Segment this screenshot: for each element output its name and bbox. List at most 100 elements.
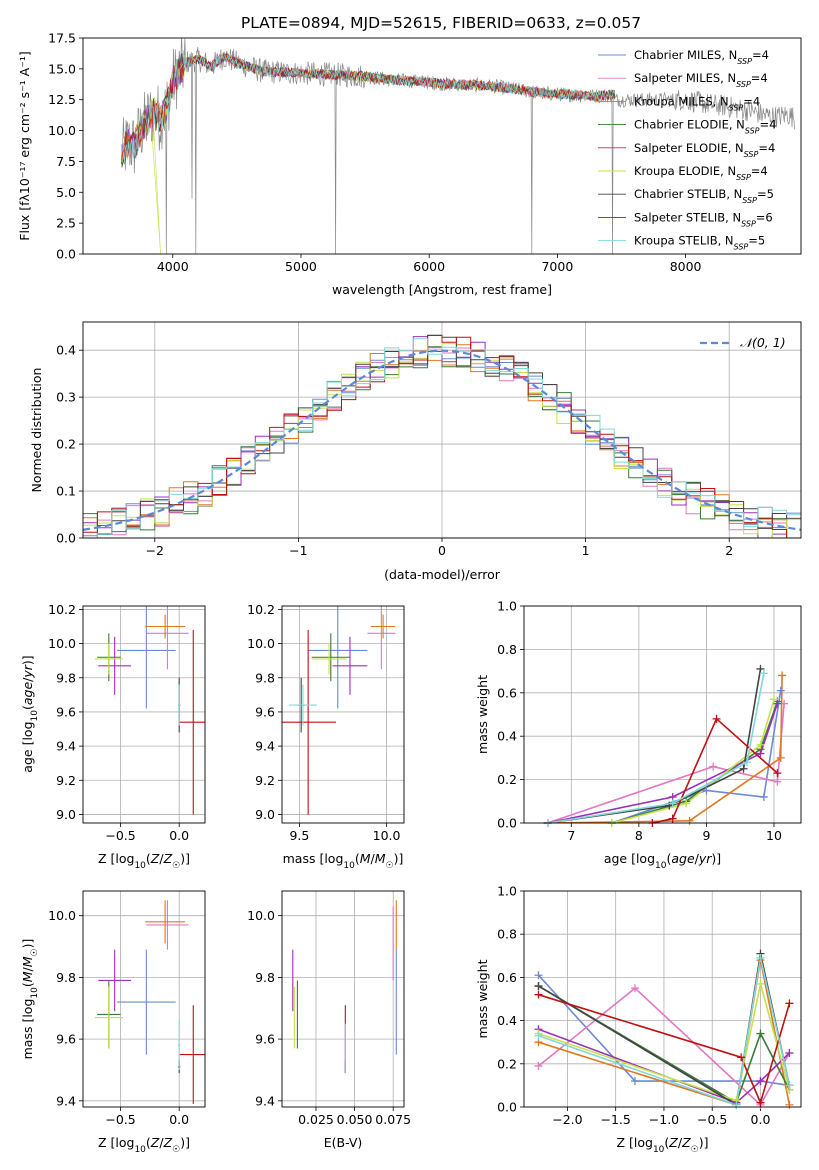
plot-area xyxy=(537,953,791,1107)
x-tick-label: 2 xyxy=(725,543,733,558)
y-tick-label: 17.5 xyxy=(48,31,76,46)
label-part: 10 xyxy=(134,1145,146,1155)
axes-frame xyxy=(281,605,405,824)
x-axis-label: wavelength [Angstrom, rest frame] xyxy=(332,282,552,297)
y-tick-label: 10.0 xyxy=(247,908,275,923)
label-part: 10 xyxy=(343,861,355,871)
x-tick-label: 9 xyxy=(702,828,710,843)
label-part: ( xyxy=(664,1135,669,1150)
y-axis-label: mass [log10(M/M☉)] xyxy=(20,939,40,1060)
legend-label: 𝒩(0, 1) xyxy=(740,335,786,350)
weight-point-marker xyxy=(712,714,721,723)
plot-area xyxy=(292,900,397,1074)
y-tick-label: 10.2 xyxy=(48,602,76,617)
x-tick-label: 0.025 xyxy=(298,1112,334,1127)
weight-point-marker xyxy=(785,1049,794,1057)
legend-label: Chabrier ELODIE, NSSP=4 xyxy=(634,118,776,136)
y-tick-label: 10.2 xyxy=(247,602,275,617)
label-part: 10 xyxy=(30,710,40,722)
weight-series-line xyxy=(547,703,779,823)
plot-area xyxy=(94,606,205,815)
y-tick-label: 0.1 xyxy=(56,484,76,499)
weight-point-marker xyxy=(685,816,694,825)
label-part: ( xyxy=(20,705,35,710)
label-part: Z xyxy=(163,851,173,866)
weight-point-marker xyxy=(785,999,794,1008)
x-tick-label: −2 xyxy=(146,543,164,558)
label-part: / xyxy=(371,851,376,866)
legend-label-main: Kroupa MILES, N xyxy=(634,94,729,108)
mass-vs-metallicity-panel: −0.5 0.09.49.69.810.0Z [log10(Z/Z☉)]mass … xyxy=(20,890,206,1155)
y-tick-label: 0.4 xyxy=(497,1013,517,1028)
label-part: Z xyxy=(668,1135,678,1150)
weight-vs-metallicity-panel: −2.0 −1.5 −1.0 −0.5 0.0 0.0 0.2 0.4 0.6 0.8 1.0 Z [… xyxy=(475,884,802,1155)
histogram-step-line xyxy=(83,335,801,538)
plot-area xyxy=(94,900,205,1104)
y-tick-label: 0.0 xyxy=(56,531,76,546)
y-axis-label: age [log10(age/yr)] xyxy=(20,655,40,772)
y-tick-label: 12.5 xyxy=(48,92,76,107)
legend-label-count: =5 xyxy=(748,234,765,248)
legend-label-main: Kroupa ELODIE, N xyxy=(634,164,736,178)
weight-point-marker xyxy=(630,1077,639,1086)
x-tick-label: 10 xyxy=(766,828,782,843)
label-part: Z xyxy=(681,1135,691,1150)
x-axis-label: (data-model)/error xyxy=(384,567,501,582)
label-part: ( xyxy=(146,851,151,866)
y-tick-label: 1.0 xyxy=(497,599,517,614)
legend-label-main: Chabrier MILES, N xyxy=(634,48,737,62)
legend-label-main: Kroupa STELIB, N xyxy=(634,234,734,248)
gaussian-reference-line xyxy=(83,349,801,531)
x-tick-label: −1.0 xyxy=(649,1112,679,1127)
label-part: age [log xyxy=(20,721,35,772)
label-part: mass [log xyxy=(20,999,35,1060)
weight-point-marker xyxy=(534,1031,543,1040)
x-tick-label: −0.5 xyxy=(105,828,135,843)
y-tick-label: 0.0 xyxy=(497,1100,517,1115)
label-part: M xyxy=(360,851,371,866)
label-part: / xyxy=(159,851,164,866)
x-tick-label: −0.5 xyxy=(697,1112,727,1127)
label-part: / xyxy=(678,1135,683,1150)
weight-point-marker xyxy=(769,695,778,704)
y-tick-label: 0.3 xyxy=(56,390,76,405)
weight-point-marker xyxy=(534,971,543,980)
weight-point-marker xyxy=(773,769,782,778)
weight-point-marker xyxy=(756,1077,765,1086)
label-part: Z [log xyxy=(616,1135,652,1150)
legend-label-sub: SSP xyxy=(744,149,759,158)
weight-point-marker xyxy=(756,953,765,962)
y-tick-label: 0.6 xyxy=(497,970,517,985)
y-axis-label: mass weight xyxy=(475,959,490,1038)
x-tick-label: 8 xyxy=(635,828,643,843)
weight-point-marker xyxy=(778,671,787,680)
legend-label-count: =4 xyxy=(752,48,769,62)
weight-point-marker xyxy=(534,982,543,991)
weight-series-line xyxy=(538,993,791,1106)
label-part: )] xyxy=(180,1135,190,1150)
weight-point-marker xyxy=(702,786,711,795)
histogram-step-line xyxy=(83,336,801,538)
legend-label: Kroupa ELODIE, NSSP=4 xyxy=(634,164,768,182)
label-part: ☉ xyxy=(30,948,40,956)
x-tick-label: 1 xyxy=(582,543,590,558)
weight-series-line xyxy=(652,717,778,823)
weight-point-marker xyxy=(773,777,782,786)
weight-point-marker xyxy=(709,762,718,771)
weight-point-marker xyxy=(732,1100,741,1109)
legend-label-sub: SSP xyxy=(734,242,749,251)
legend-label-count: =4 xyxy=(751,71,768,85)
legend-label-count: =4 xyxy=(758,141,775,155)
legend-label: Kroupa MILES, NSSP=4 xyxy=(634,94,760,112)
y-tick-label: 0.6 xyxy=(497,685,517,700)
label-part: )] xyxy=(711,851,721,866)
x-axis-label: mass [log10(M/M☉)] xyxy=(283,851,404,871)
x-tick-label: 0.0 xyxy=(169,1112,189,1127)
label-part: ☉ xyxy=(172,1145,180,1155)
weight-point-marker xyxy=(759,669,768,678)
weight-point-marker xyxy=(785,1081,794,1090)
legend-label: Kroupa STELIB, NSSP=5 xyxy=(634,234,765,252)
label-part: age [log xyxy=(604,851,655,866)
age-vs-metallicity-panel: −0.5 0.09.09.29.49.69.810.010.2Z [log10(Z… xyxy=(20,602,206,871)
y-tick-label: 0.2 xyxy=(497,1056,517,1071)
